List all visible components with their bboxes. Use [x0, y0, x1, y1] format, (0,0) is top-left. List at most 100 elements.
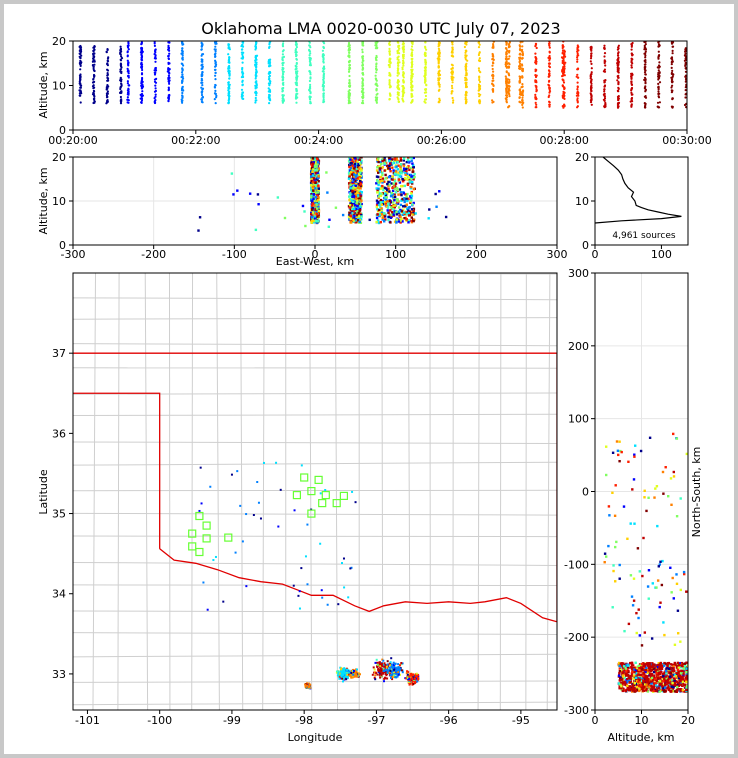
source-point: [312, 180, 315, 183]
source-point: [521, 83, 524, 86]
source-point: [353, 162, 357, 166]
source-point: [389, 664, 392, 667]
source-point: [492, 90, 495, 93]
source-point: [368, 218, 371, 222]
source-point: [405, 169, 408, 173]
source-point: [241, 80, 244, 83]
source-point: [644, 63, 647, 66]
source-point: [658, 81, 662, 84]
source-point: [492, 75, 495, 78]
source-point: [200, 58, 203, 61]
source-point: [294, 48, 297, 51]
source-point: [377, 195, 381, 198]
source-point: [354, 674, 356, 677]
source-point: [411, 60, 414, 63]
source-point: [410, 51, 414, 54]
source-point: [423, 52, 427, 55]
source-point: [78, 80, 81, 83]
source-point: [401, 671, 404, 674]
source-point: [379, 667, 382, 670]
source-point: [670, 56, 674, 59]
county-line: [477, 273, 480, 710]
source-point: [180, 81, 184, 84]
source-point: [353, 207, 356, 211]
altitude-ew-sources: [197, 157, 448, 232]
source-point: [684, 86, 687, 89]
source-point: [380, 674, 383, 677]
source-point: [384, 196, 387, 199]
source-point: [410, 194, 414, 197]
source-point: [357, 172, 361, 176]
source-point: [354, 168, 357, 171]
source-point: [535, 103, 538, 106]
source-point: [354, 157, 357, 160]
source-point: [381, 218, 384, 221]
source-point: [303, 210, 306, 213]
source-point: [356, 194, 360, 197]
source-point: [521, 50, 524, 53]
source-point: [315, 203, 318, 206]
source-point: [254, 96, 257, 100]
source-point: [617, 95, 620, 98]
map-sources: [198, 461, 420, 690]
source-point: [354, 188, 357, 191]
source-point: [391, 678, 394, 681]
source-point: [491, 52, 494, 56]
source-point: [389, 661, 392, 664]
county-line: [73, 461, 557, 466]
source-point: [312, 177, 316, 180]
source-point: [201, 44, 204, 47]
source-point: [518, 89, 521, 92]
source-point: [590, 103, 593, 106]
source-point: [424, 73, 427, 76]
source-point: [316, 169, 319, 172]
source-point: [381, 184, 384, 188]
source-point: [403, 199, 406, 202]
source-point: [508, 95, 511, 98]
source-point: [603, 99, 606, 102]
source-point: [214, 41, 217, 44]
source-point: [375, 93, 378, 96]
source-point: [397, 72, 400, 75]
source-point: [120, 57, 124, 60]
source-point: [400, 210, 404, 213]
source-point: [388, 164, 391, 168]
source-point: [350, 676, 353, 679]
source-point: [311, 170, 314, 173]
source-point: [604, 103, 607, 106]
source-point: [312, 213, 315, 217]
source-point: [311, 217, 314, 220]
source-point: [548, 54, 551, 58]
source-point: [377, 669, 380, 671]
source-point: [322, 82, 325, 85]
source-point: [388, 83, 391, 86]
source-point: [140, 61, 143, 64]
source-point: [410, 95, 413, 98]
source-point: [314, 191, 317, 195]
source-point: [119, 79, 122, 82]
source-point: [349, 186, 352, 189]
source-point: [120, 70, 123, 73]
source-point: [411, 49, 414, 52]
source-point: [410, 190, 413, 194]
source-point: [355, 219, 358, 222]
source-point: [268, 79, 271, 82]
source-point: [590, 82, 593, 85]
source-point: [342, 680, 344, 683]
source-point: [388, 52, 391, 55]
source-point: [658, 92, 661, 95]
source-point: [167, 96, 170, 99]
x-tick-label: -100: [222, 248, 247, 261]
source-point: [411, 75, 414, 78]
source-point: [393, 199, 396, 202]
county-line: [499, 273, 502, 710]
source-point: [437, 101, 440, 104]
source-point: [201, 84, 204, 87]
source-point: [342, 676, 345, 679]
source-point: [411, 57, 414, 60]
source-point: [354, 670, 357, 673]
source-point: [576, 60, 579, 63]
source-point: [492, 55, 495, 58]
source-point: [120, 98, 123, 101]
source-point: [464, 100, 468, 103]
